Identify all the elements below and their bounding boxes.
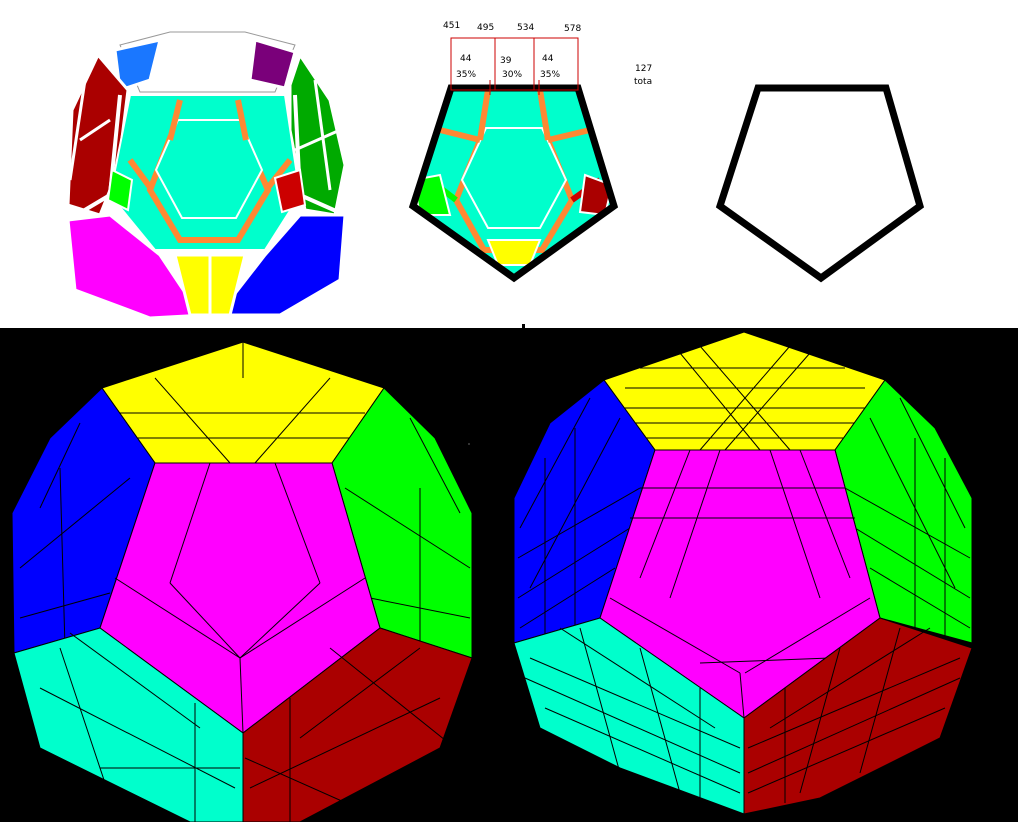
position-label-1: 451 [443,21,461,31]
pentagon-outline [715,84,925,283]
total-value: 127 [635,64,653,74]
dodecahedron-right [513,331,973,815]
render-drawings [11,331,973,822]
segment-1-length: 44 [460,54,472,64]
position-label-2: 495 [477,23,495,33]
segment-1-percent: 35% [456,70,477,80]
reference-panel: 451 495 534 578 44 35% 39 30% 44 35% 127… [0,0,1018,328]
segment-3-percent: 35% [540,70,561,80]
position-label-4: 578 [564,24,582,34]
measured-pentagon [408,37,619,283]
reference-drawings [66,31,925,328]
segment-2-percent: 30% [502,70,523,80]
segment-3-length: 44 [542,54,554,64]
segment-2-length: 39 [500,56,512,66]
total-label: tota [634,77,653,87]
render-panel [0,328,1018,822]
position-label-3: 534 [517,23,535,33]
dodecahedron-left [11,341,473,822]
megaminx-photo [66,31,347,320]
